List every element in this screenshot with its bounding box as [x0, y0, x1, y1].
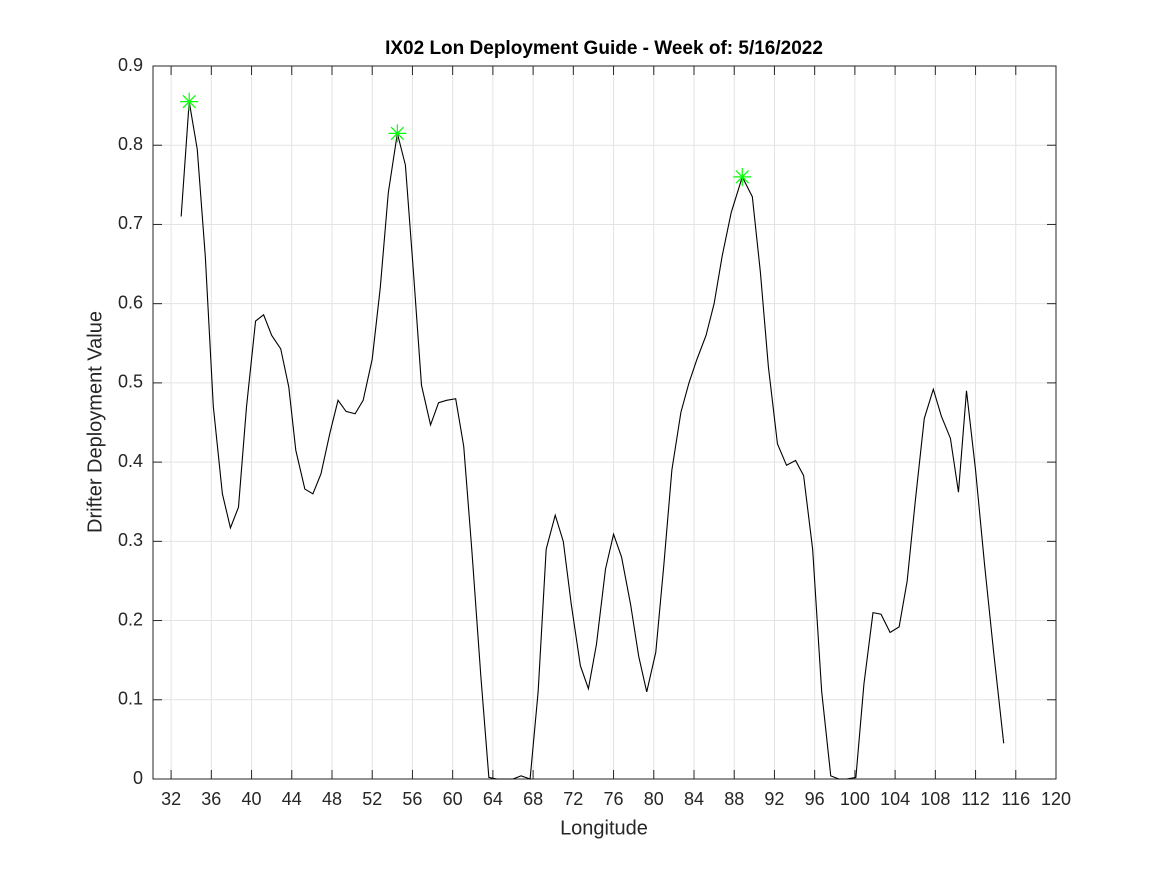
x-tick-label: 112: [961, 789, 990, 809]
star-marker: [180, 92, 199, 111]
axes-box: [152, 65, 1057, 780]
y-tick-label: 0.7: [118, 213, 143, 233]
y-tick-label: 0: [133, 768, 143, 788]
y-axis-label: Drifter Deployment Value: [84, 311, 106, 533]
x-tick-label: 120: [1041, 789, 1071, 809]
x-tick-label: 44: [282, 789, 302, 809]
chart-title: IX02 Lon Deployment Guide - Week of: 5/1…: [385, 38, 823, 59]
x-tick-label: 52: [362, 789, 382, 809]
x-tick-label: 88: [724, 789, 744, 809]
star-stroke: [735, 170, 749, 184]
x-tick-label: 40: [242, 789, 262, 809]
x-tick-label: 84: [684, 789, 704, 809]
x-tick-label: 80: [644, 789, 664, 809]
star-marker: [388, 124, 407, 143]
y-tick-label: 0.4: [118, 451, 143, 471]
x-tick-label: 68: [523, 789, 543, 809]
star-stroke: [182, 94, 196, 109]
x-tick-label: 64: [483, 789, 503, 809]
x-tick-label: 48: [322, 789, 342, 809]
x-axis-label: Longitude: [560, 817, 648, 839]
x-tick-label: 100: [840, 789, 870, 809]
x-tick-label: 104: [880, 789, 910, 809]
x-tick-label: 60: [443, 789, 463, 809]
x-tick-label: 56: [402, 789, 422, 809]
y-tick-label: 0.8: [118, 134, 143, 154]
y-tick-label: 0.9: [118, 55, 143, 75]
y-tick-label: 0.6: [118, 292, 143, 312]
x-tick-label: 108: [920, 789, 950, 809]
x-tick-label: 36: [201, 789, 221, 809]
y-tick-label: 0.2: [118, 609, 143, 629]
x-tick-label: 92: [764, 789, 784, 809]
y-tick-label: 0.5: [118, 372, 143, 392]
x-tick-label: 72: [563, 789, 583, 809]
data-line: [180, 101, 1005, 780]
star-marker: [733, 167, 752, 186]
x-tick-label: 116: [1001, 789, 1030, 809]
x-tick-label: 32: [161, 789, 181, 809]
x-tick-label: 96: [805, 789, 825, 809]
x-tick-label: 76: [604, 789, 624, 809]
y-tick-label: 0.3: [118, 530, 143, 550]
plot-area: [153, 66, 1056, 779]
star-stroke: [390, 126, 405, 141]
y-tick-label: 0.1: [118, 689, 143, 709]
